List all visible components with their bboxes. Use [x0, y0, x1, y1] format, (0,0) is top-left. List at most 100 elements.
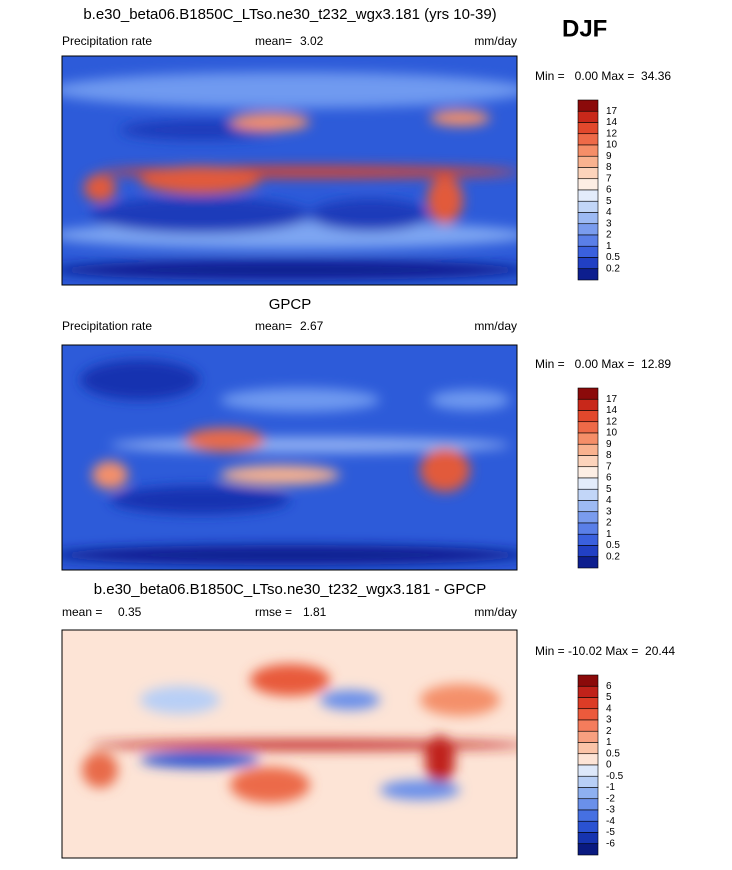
stat-label: rmse =: [255, 605, 292, 619]
colorbar-box: [577, 832, 599, 845]
colorbar-label: 1: [606, 241, 612, 252]
units-label: mm/day: [474, 34, 517, 48]
colorbar-label: 17: [606, 394, 618, 405]
colorbar-box: [577, 212, 599, 225]
map: [62, 56, 517, 285]
stat-label: mean=: [255, 319, 292, 333]
colorbar-box: [577, 488, 599, 501]
colorbar-label: -1: [606, 782, 615, 793]
colorbar-label: 2: [606, 230, 612, 241]
colorbar-label: 5: [606, 484, 612, 495]
map: [62, 345, 517, 570]
colorbar-label: 5: [606, 692, 612, 703]
colorbar-label: 3: [606, 218, 612, 229]
colorbar-label: -4: [606, 816, 615, 827]
stat-value: 1.81: [303, 605, 327, 619]
colorbar-box: [577, 697, 599, 710]
colorbar-label: 3: [606, 506, 612, 517]
stat-label: mean =: [62, 605, 102, 619]
season-label: DJF: [562, 15, 607, 42]
map-frame: [61, 629, 518, 859]
colorbar-label: 6: [606, 681, 612, 692]
stat-value: 0.35: [118, 605, 142, 619]
colorbar-label: 9: [606, 151, 612, 162]
colorbar-label: -2: [606, 793, 615, 804]
colorbar-label: 1: [606, 737, 612, 748]
colorbar-box: [577, 144, 599, 157]
colorbar-box: [577, 178, 599, 191]
colorbar-box: [577, 466, 599, 479]
colorbar-label: 3: [606, 715, 612, 726]
panel-title: GPCP: [269, 296, 312, 313]
colorbar-box: [577, 398, 599, 411]
colorbar-box: [577, 110, 599, 123]
map: [62, 630, 517, 858]
colorbar-label: 5: [606, 196, 612, 207]
colorbar-label: 4: [606, 703, 612, 714]
colorbar-label: 10: [606, 140, 618, 151]
colorbar-box: [577, 775, 599, 788]
colorbar-box: [577, 674, 599, 687]
colorbar-box: [577, 730, 599, 743]
colorbar-box: [577, 500, 599, 513]
colorbar-label: 1: [606, 529, 612, 540]
colorbar-label: 14: [606, 117, 618, 128]
colorbar-box: [577, 133, 599, 146]
colorbar-box: [577, 522, 599, 535]
colorbar-label: 14: [606, 405, 618, 416]
colorbar-box: [577, 245, 599, 258]
colorbar-box: [577, 511, 599, 524]
colorbar-box: [577, 155, 599, 168]
colorbar-box: [577, 545, 599, 558]
colorbar-label: -0.5: [606, 771, 624, 782]
colorbar-label: 10: [606, 428, 618, 439]
colorbar-box: [577, 234, 599, 247]
colorbar-label: 0.2: [606, 551, 620, 562]
colorbar-box: [577, 477, 599, 490]
colorbar-box: [577, 843, 599, 856]
colorbar-label: -3: [606, 805, 615, 816]
colorbar-label: 2: [606, 726, 612, 737]
colorbar-label: -6: [606, 838, 615, 849]
colorbar-box: [577, 798, 599, 811]
stat-value: 3.02: [300, 34, 324, 48]
colorbar-box: [577, 200, 599, 213]
colorbar-box: [577, 421, 599, 434]
colorbar-box: [577, 809, 599, 822]
colorbar-box: [577, 556, 599, 569]
units-label: mm/day: [474, 605, 517, 619]
colorbar-label: 4: [606, 207, 612, 218]
colorbar-label: 6: [606, 473, 612, 484]
stat-label: mean=: [255, 34, 292, 48]
units-label: mm/day: [474, 319, 517, 333]
map-frame: [61, 55, 518, 286]
colorbar-label: 9: [606, 439, 612, 450]
colorbar-label: 0: [606, 760, 612, 771]
colorbar-label: 2: [606, 518, 612, 529]
colorbar-box: [577, 533, 599, 546]
colorbar-box: [577, 753, 599, 766]
colorbar-box: [577, 268, 599, 281]
min-max: Min = 0.00 Max = 34.36: [535, 69, 671, 83]
colorbar-box: [577, 122, 599, 135]
variable-label: Precipitation rate: [62, 34, 152, 48]
min-max: Min = 0.00 Max = 12.89: [535, 357, 671, 371]
colorbar-label: 8: [606, 450, 612, 461]
colorbar-label: 17: [606, 106, 618, 117]
colorbar-box: [577, 432, 599, 445]
colorbar-box: [577, 820, 599, 833]
colorbar-label: 4: [606, 495, 612, 506]
panel-title: b.e30_beta06.B1850C_LTso.ne30_t232_wgx3.…: [94, 581, 487, 598]
min-max: Min = -10.02 Max = 20.44: [535, 644, 675, 658]
stat-value: 2.67: [300, 319, 324, 333]
colorbar-box: [577, 257, 599, 270]
colorbar-label: 0.2: [606, 263, 620, 274]
colorbar-box: [577, 387, 599, 400]
colorbar-box: [577, 99, 599, 112]
colorbar-box: [577, 443, 599, 456]
colorbar-label: 12: [606, 128, 618, 139]
colorbar-label: 7: [606, 173, 612, 184]
variable-label: Precipitation rate: [62, 319, 152, 333]
colorbar-box: [577, 685, 599, 698]
